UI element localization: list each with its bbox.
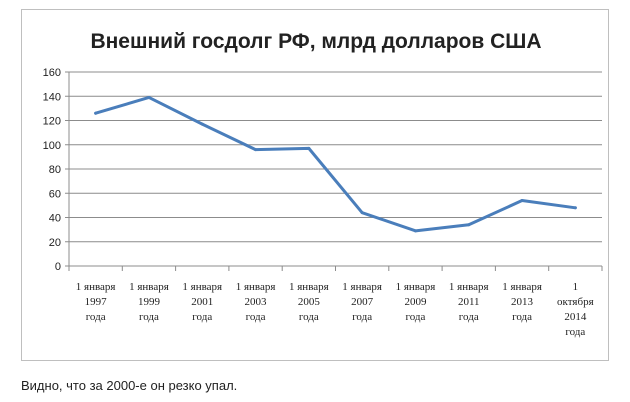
data-point (307, 146, 311, 150)
line-chart: Внешний госдолг РФ, млрд долларов США 0 2… (43, 30, 603, 338)
y-tick-label: 140 (43, 91, 61, 103)
chart-frame: Внешний госдолг РФ, млрд долларов США 0 2… (21, 9, 609, 361)
x-tick-label: 1 января 2003 года (236, 281, 276, 323)
x-tick-label: 1 января 2001 года (182, 281, 222, 323)
y-tick-label: 40 (49, 213, 61, 225)
data-point (360, 211, 364, 215)
y-tick-label: 100 (43, 140, 61, 152)
y-tick-label: 60 (49, 188, 61, 200)
data-point (467, 223, 471, 227)
series-line (94, 95, 577, 233)
x-tick-label: 1 января 1999 года (129, 281, 169, 323)
x-tick-label: 1 января 2009 года (396, 281, 436, 323)
gridlines (68, 71, 602, 267)
x-tick-label: 1 января 2013 года (502, 281, 542, 323)
data-point (200, 122, 204, 126)
y-axis-ticks: 0 20 40 60 80 100 120 140 160 (43, 67, 69, 273)
data-point (94, 111, 98, 115)
x-axis-ticks: 1 января 1997 года 1 января 1999 года 1 января… (68, 266, 603, 338)
data-point (573, 206, 577, 210)
caption-text: Видно, что за 2000-е он резко упал. (21, 378, 238, 393)
y-tick-label: 160 (43, 67, 61, 79)
y-tick-label: 0 (55, 261, 61, 273)
y-tick-label: 80 (49, 164, 61, 176)
x-tick-label: 1 января 2007 года (342, 281, 382, 323)
x-tick-label: 1 октября 2014 года (557, 281, 594, 338)
data-point (413, 229, 417, 233)
series-layer (94, 95, 577, 233)
data-point (254, 148, 258, 152)
x-tick-label: 1 января 2011 года (449, 281, 489, 323)
y-tick-label: 120 (43, 116, 61, 128)
data-point (147, 95, 151, 99)
x-tick-label: 1 января 2005 года (289, 281, 329, 323)
x-tick-label: 1 января 1997 года (76, 281, 116, 323)
data-point (520, 199, 524, 203)
chart-title: Внешний госдолг РФ, млрд долларов США (90, 30, 541, 53)
y-tick-label: 20 (49, 237, 61, 249)
